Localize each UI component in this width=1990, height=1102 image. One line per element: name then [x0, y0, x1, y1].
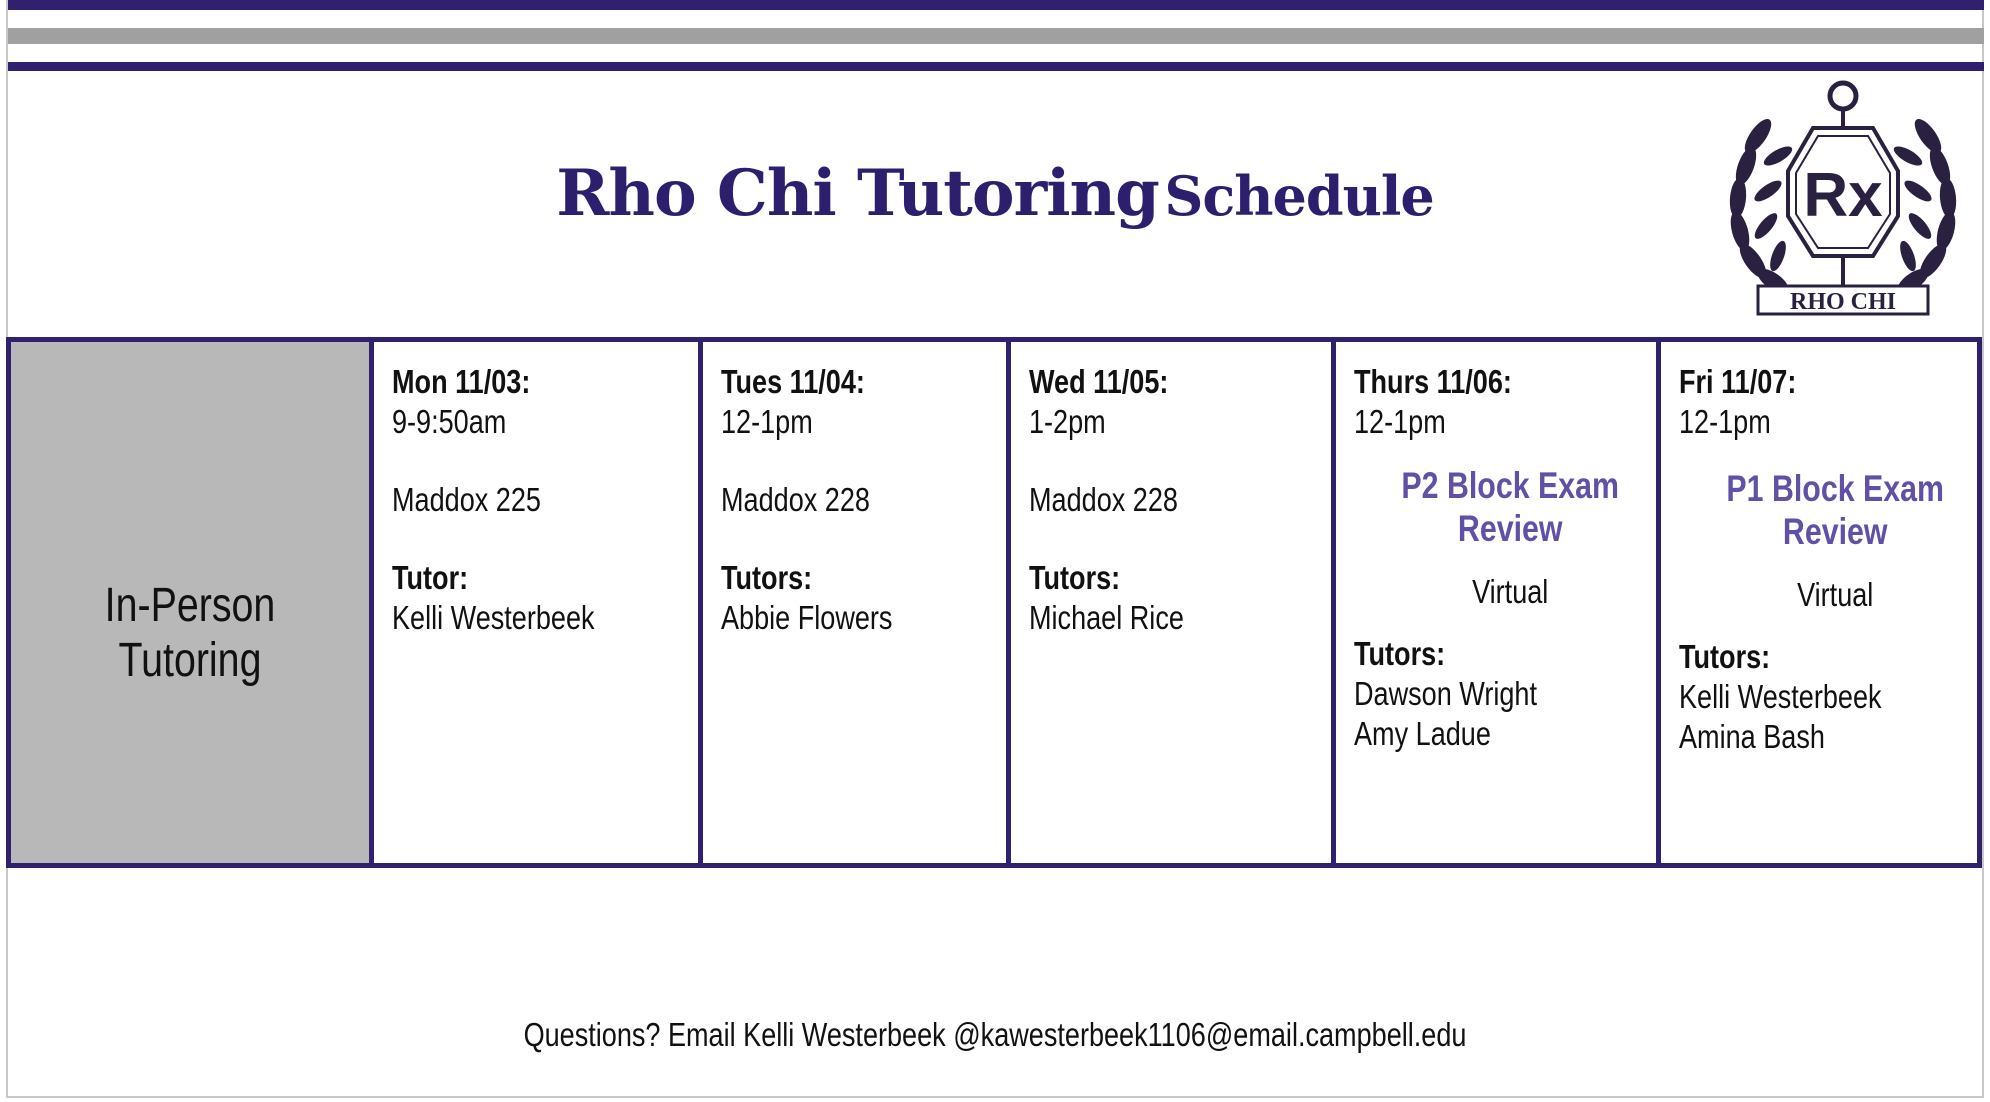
- title-main: Rho Chi Tutoring: [556, 156, 1160, 231]
- day-location: Maddox 225: [392, 481, 541, 518]
- tutor-name: Dawson Wright: [1354, 675, 1537, 712]
- day-cell-thu: Thurs 11/06: 12-1pm P2 Block Exam Review…: [1331, 342, 1656, 863]
- contact-footer: Questions? Email Kelli Westerbeek @kawes…: [523, 1016, 1467, 1053]
- top-bar: [8, 0, 1984, 10]
- logo-monogram: Rx: [1803, 161, 1883, 230]
- day-location: Virtual: [1797, 576, 1874, 613]
- day-cell-fri: Fri 11/07: 12-1pm P1 Block Exam Review V…: [1656, 342, 1982, 863]
- day-cell-wed: Wed 11/05: 1-2pm Maddox 228 Tutors: Mich…: [1006, 342, 1331, 863]
- day-time: 12-1pm: [1679, 403, 1771, 440]
- tutor-label: Tutors:: [1354, 635, 1446, 672]
- logo-text: RHO CHI: [1790, 289, 1896, 315]
- event-title: P1 Block Exam: [1726, 468, 1944, 509]
- event-title: Review: [1457, 508, 1563, 549]
- day-cell-mon: Mon 11/03: 9-9:50am Maddox 225 Tutor: Ke…: [369, 342, 698, 863]
- page-title: Rho Chi Tutoring Schedule: [0, 156, 1990, 231]
- day-location: Virtual: [1472, 573, 1549, 610]
- day-location: Maddox 228: [721, 481, 870, 518]
- day-date: Thurs 11/06:: [1354, 363, 1512, 400]
- tutor-label: Tutors:: [721, 559, 813, 596]
- day-time: 1-2pm: [1029, 403, 1106, 440]
- day-time: 9-9:50am: [392, 403, 507, 440]
- tutor-label: Tutors:: [1029, 559, 1121, 596]
- day-time: 12-1pm: [1354, 403, 1446, 440]
- day-date: Wed 11/05:: [1029, 363, 1169, 400]
- tutor-name: Michael Rice: [1029, 599, 1184, 636]
- day-cell-tue: Tues 11/04: 12-1pm Maddox 228 Tutors: Ab…: [698, 342, 1006, 863]
- day-date: Tues 11/04:: [721, 363, 865, 400]
- day-location: Maddox 228: [1029, 481, 1178, 518]
- tutor-name: Kelli Westerbeek: [1679, 678, 1882, 715]
- row-label-cell: In-Person Tutoring: [11, 342, 369, 863]
- tutor-name: Amy Ladue: [1354, 715, 1491, 752]
- gray-bar: [8, 28, 1984, 44]
- title-suffix: Schedule: [1164, 164, 1434, 228]
- tutor-label: Tutor:: [392, 559, 469, 596]
- divider-bar: [8, 62, 1984, 71]
- schedule-table: In-Person Tutoring Mon 11/03: 9-9:50am M…: [6, 337, 1982, 868]
- row-label: In-Person Tutoring: [104, 579, 276, 687]
- day-date: Mon 11/03:: [392, 363, 531, 400]
- day-time: 12-1pm: [721, 403, 813, 440]
- tutor-name: Amina Bash: [1679, 718, 1825, 755]
- rho-chi-logo: Rx RHO CHI: [1729, 80, 1959, 316]
- day-date: Fri 11/07:: [1679, 363, 1797, 400]
- event-title: Review: [1782, 511, 1888, 552]
- tutor-name: Abbie Flowers: [721, 599, 893, 636]
- tutor-name: Kelli Westerbeek: [392, 599, 595, 636]
- tutor-label: Tutors:: [1679, 638, 1771, 675]
- event-title: P2 Block Exam: [1401, 465, 1619, 506]
